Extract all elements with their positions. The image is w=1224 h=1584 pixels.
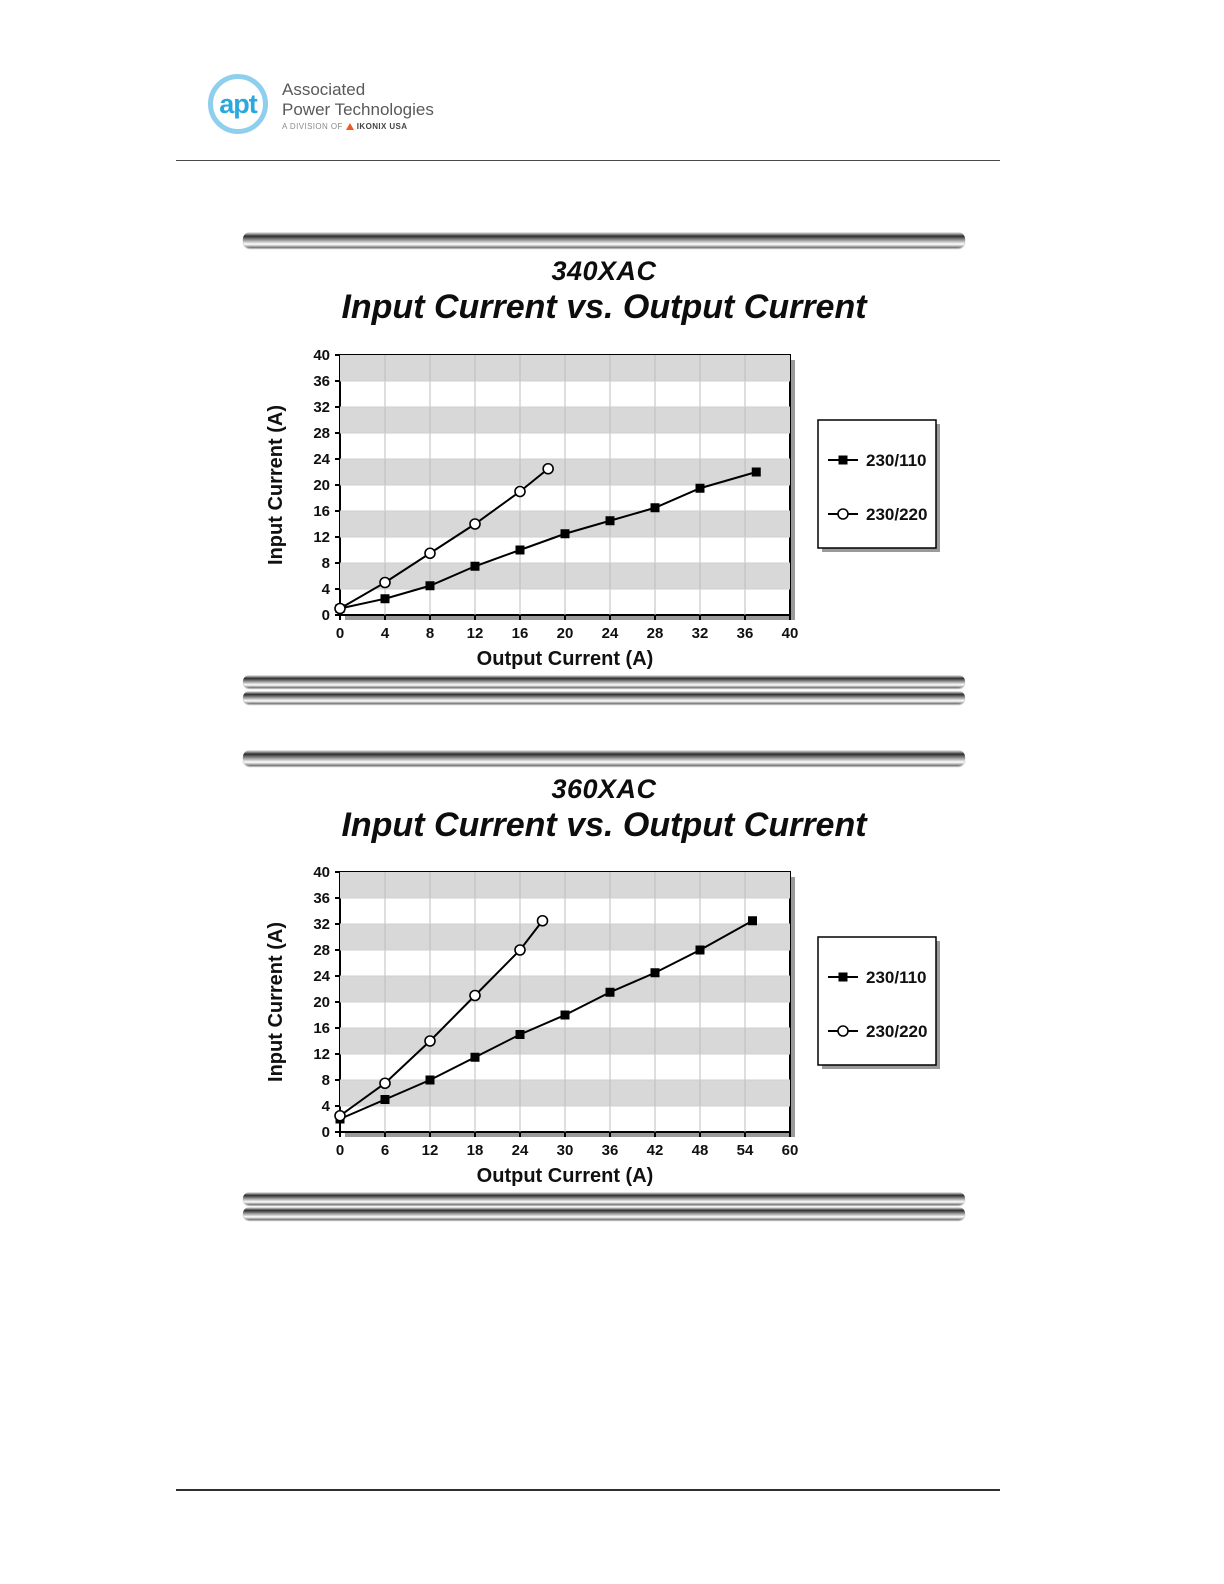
svg-text:8: 8 [426,625,434,642]
svg-text:4: 4 [322,1098,331,1115]
legend: 230/110 230/220 [817,936,940,1069]
svg-text:Output Current (A): Output Current (A) [477,648,654,670]
svg-text:42: 42 [647,1142,664,1159]
svg-text:54: 54 [737,1142,754,1159]
svg-text:20: 20 [313,477,330,494]
division-line: A DIVISION OF IKONIX USA [282,122,434,131]
x-axis-ticks: 0 4 8 12 16 20 24 28 32 36 40 [336,615,799,642]
svg-text:0: 0 [322,607,330,624]
apt-logo: apt [208,74,268,134]
svg-text:230/220: 230/220 [866,505,927,524]
section-divider-bar [243,750,965,766]
svg-text:24: 24 [313,968,330,985]
svg-text:40: 40 [313,347,330,364]
svg-text:16: 16 [313,1020,330,1037]
section-divider-bar [243,1192,965,1205]
series-230-220 [334,914,549,1122]
svg-text:60: 60 [782,1142,799,1159]
svg-text:36: 36 [313,890,330,907]
header: apt Associated Power Technologies A DIVI… [208,74,434,134]
axis-titles: Output Current (A) Input Current (A) [265,922,653,1187]
svg-text:12: 12 [467,625,484,642]
svg-text:8: 8 [322,555,330,572]
company-name-line2: Power Technologies [282,99,434,119]
section-divider-bar [243,691,965,704]
ikonix-triangle-icon [345,123,354,131]
company-block: Associated Power Technologies A DIVISION… [282,74,434,131]
svg-text:230/110: 230/110 [866,968,927,987]
svg-text:230/220: 230/220 [866,1022,927,1041]
svg-text:230/110: 230/110 [866,451,927,470]
svg-text:16: 16 [313,503,330,520]
svg-text:48: 48 [692,1142,709,1159]
gridlines [340,872,790,1132]
svg-text:4: 4 [381,625,390,642]
chart1-subtitle: Input Current vs. Output Current [341,288,867,326]
section-divider-bar [243,232,965,248]
svg-text:6: 6 [381,1142,389,1159]
axis-titles: Output Current (A) Input Current (A) [265,405,653,670]
svg-text:40: 40 [313,864,330,881]
svg-text:4: 4 [322,581,331,598]
svg-text:Input Current (A): Input Current (A) [265,922,287,1082]
svg-text:32: 32 [313,916,330,933]
chart1-title: 340XAC [551,256,657,286]
svg-text:0: 0 [336,625,344,642]
gridlines [340,355,790,615]
company-name-line1: Associated [282,80,366,99]
svg-text:24: 24 [313,451,330,468]
svg-text:28: 28 [313,425,330,442]
header-rule [176,160,1000,161]
svg-text:18: 18 [467,1142,484,1159]
legend: 230/110 230/220 [817,419,940,552]
chart2-title: 360XAC [551,774,657,804]
svg-text:40: 40 [782,625,799,642]
y-axis-ticks: 0 4 8 12 16 20 24 28 32 36 40 [313,347,340,624]
svg-text:Input Current (A): Input Current (A) [265,405,287,565]
series-230-220 [334,462,554,615]
svg-text:24: 24 [512,1142,529,1159]
svg-text:30: 30 [557,1142,574,1159]
x-axis-ticks: 0 6 12 18 24 30 36 42 48 54 60 [336,1132,799,1159]
svg-text:8: 8 [322,1072,330,1089]
svg-text:36: 36 [313,373,330,390]
division-prefix: A DIVISION OF [282,122,343,132]
svg-text:0: 0 [336,1142,344,1159]
svg-text:20: 20 [313,994,330,1011]
svg-text:Output Current (A): Output Current (A) [477,1165,654,1187]
svg-text:12: 12 [313,529,330,546]
svg-text:28: 28 [313,942,330,959]
y-axis-ticks: 0 4 8 12 16 20 24 28 32 36 40 [313,864,340,1141]
svg-text:36: 36 [737,625,754,642]
section-divider-bar [243,1207,965,1220]
chart-340xac: 0 4 8 12 16 20 24 28 32 36 40 0 4 8 12 16 20 24 28 32 36 40 Ou… [265,347,940,670]
svg-text:36: 36 [602,1142,619,1159]
section-divider-bar [243,675,965,688]
svg-text:32: 32 [313,399,330,416]
division-brand: IKONIX USA [356,122,408,132]
apt-logo-text: apt [219,88,257,119]
svg-text:32: 32 [692,625,709,642]
svg-text:16: 16 [512,625,529,642]
svg-text:28: 28 [647,625,664,642]
chart-360xac: 0 6 12 18 24 30 36 42 48 54 600481216202428323640O… [265,864,940,1187]
svg-text:12: 12 [313,1046,330,1063]
svg-text:12: 12 [422,1142,439,1159]
svg-text:24: 24 [602,625,619,642]
footer-rule [176,1489,1000,1491]
svg-text:0: 0 [322,1124,330,1141]
svg-text:20: 20 [557,625,574,642]
chart2-subtitle: Input Current vs. Output Current [341,806,867,844]
series-230-110 [335,467,761,613]
